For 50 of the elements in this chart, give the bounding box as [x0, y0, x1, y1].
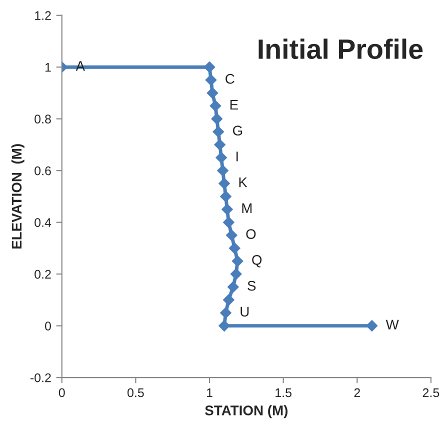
x-tick-label: 1.5 — [276, 388, 292, 398]
annotation: W — [386, 320, 399, 330]
point — [211, 113, 222, 124]
point — [214, 139, 226, 150]
y-tick-label: 0.6 — [34, 166, 51, 176]
y-tick-label: 0.2 — [34, 270, 51, 279]
y-tick-label: 0.4 — [34, 218, 52, 227]
point — [223, 294, 234, 306]
point — [216, 152, 227, 164]
point — [366, 320, 378, 332]
point — [223, 216, 234, 228]
annotation: O — [246, 229, 256, 239]
point — [217, 164, 228, 176]
annotation: S — [248, 280, 256, 291]
point — [205, 74, 217, 86]
x-tick-label: 0.5 — [127, 388, 144, 398]
annotation: G — [232, 126, 242, 136]
x-tick-label: 0 — [58, 388, 65, 398]
annotation: Q — [252, 255, 262, 268]
point — [218, 178, 230, 190]
point — [226, 230, 238, 241]
point — [210, 100, 222, 112]
annotation: M — [242, 203, 252, 213]
y-tick-label: 0.8 — [34, 114, 51, 124]
annotation: C — [226, 74, 234, 84]
point — [229, 242, 240, 254]
point — [218, 320, 230, 332]
x-axis-title: STATION (M) — [205, 405, 288, 418]
x-tick-label: 1 — [206, 388, 212, 398]
point — [204, 62, 216, 73]
annotation: I — [236, 152, 238, 162]
x-tick-label: 2.5 — [422, 388, 440, 398]
point — [228, 281, 239, 293]
y-tick-label: -0.2 — [30, 373, 51, 382]
text: Initial Profile — [258, 38, 423, 60]
point — [230, 268, 242, 280]
y-tick-label: 1.2 — [35, 11, 51, 20]
point — [212, 126, 224, 138]
x-tick-label: 2 — [354, 388, 360, 398]
y-tick-label: 0 — [45, 322, 51, 330]
annotation: K — [239, 178, 248, 188]
annotation: E — [230, 100, 238, 110]
y-axis-title: ELEVATION (M) — [11, 144, 24, 249]
y-tick-label: 1 — [45, 63, 51, 72]
point — [222, 204, 233, 215]
point — [206, 87, 218, 99]
point — [220, 307, 232, 318]
point — [220, 190, 232, 202]
annotation: U — [240, 306, 249, 317]
point — [232, 256, 244, 267]
